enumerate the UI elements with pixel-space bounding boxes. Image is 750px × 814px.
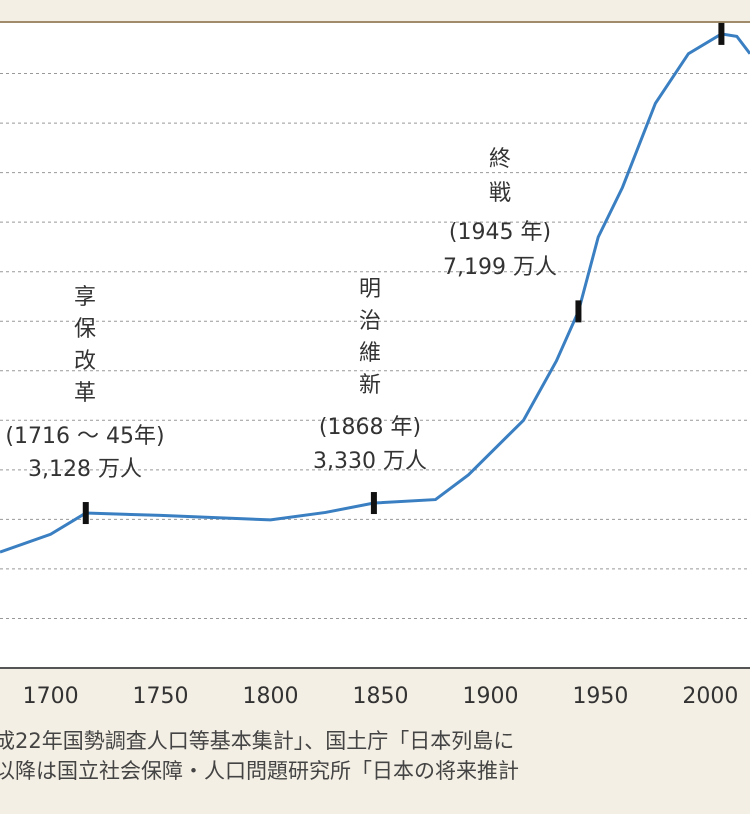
annotation-period: (1716 ～ 45年): [5, 424, 164, 449]
annotation-period: (1868 年): [319, 415, 421, 440]
source-note: 以降は国立社会保障・人口問題研究所「日本の将来推計: [0, 759, 519, 783]
annotation-period: (1945 年): [449, 220, 551, 245]
x-tick-label: 1800: [243, 684, 299, 709]
annotation-char: 戦: [489, 181, 511, 206]
plot-area: [0, 22, 750, 668]
x-tick-label: 2000: [682, 684, 738, 709]
point-marker: [718, 22, 725, 45]
x-tick-label: 1900: [462, 684, 518, 709]
point-marker: [370, 492, 377, 515]
source-note: 成22年国勢調査人口等基本集計」、国土庁「日本列島に: [0, 729, 514, 753]
annotation-char: 終: [489, 147, 511, 172]
annotation-char: 明: [359, 277, 381, 302]
x-tick-label: 1750: [133, 684, 189, 709]
x-tick-label: 1850: [352, 684, 408, 709]
line-series: [0, 32, 750, 554]
annotation-char: 保: [74, 317, 96, 342]
point-marker: [82, 502, 89, 525]
annotation-value: 3,128 万人: [28, 457, 142, 482]
annotation-char: 改: [74, 349, 96, 374]
annotation-value: 3,330 万人: [313, 449, 427, 474]
annotation-char: 革: [74, 381, 96, 406]
annotation-char: 享: [74, 285, 96, 310]
annotation-char: 治: [359, 309, 381, 334]
annotation-char: 新: [359, 373, 381, 398]
x-tick-label: 1950: [572, 684, 628, 709]
point-marker: [575, 300, 582, 323]
annotation-char: 維: [359, 341, 381, 366]
annotation-value: 7,199 万人: [443, 255, 557, 280]
x-tick-label: 1700: [23, 684, 79, 709]
